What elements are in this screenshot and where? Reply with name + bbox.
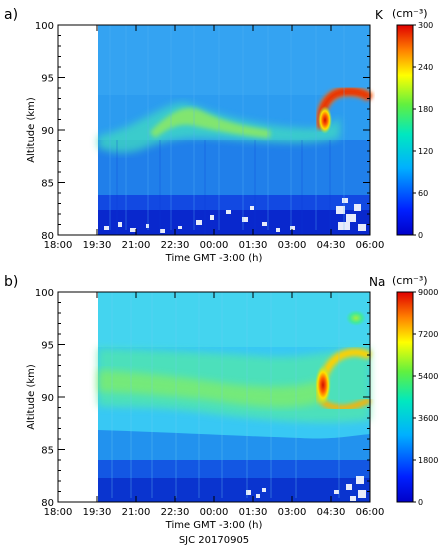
x-tick-label: 22:30 xyxy=(161,240,190,251)
colorbar-tick-label: 3600 xyxy=(418,414,438,423)
x-tick-label: 04:30 xyxy=(317,240,346,251)
colorbar-species: K xyxy=(375,8,384,22)
y-tick-label: 90 xyxy=(41,393,54,404)
y-tick-label: 100 xyxy=(35,21,54,32)
colorbar-tick-label: 240 xyxy=(418,63,433,72)
colorbar-ticks: 0 1800 3600 5400 7200 9000 xyxy=(413,288,438,507)
colorbar-tick-label: 7200 xyxy=(418,330,438,339)
y-tick-label: 80 xyxy=(41,498,54,509)
y-tick-label: 95 xyxy=(41,341,54,352)
x-tick-label: 21:00 xyxy=(122,507,151,518)
heatmap-image xyxy=(98,25,374,235)
colorbar-unit: (cm⁻³) xyxy=(392,7,428,20)
x-axis-label: Time GMT -3:00 (h) xyxy=(165,253,263,264)
y-tick-label: 95 xyxy=(41,74,54,85)
x-tick-label: 01:30 xyxy=(239,240,268,251)
colorbar-tick-label: 1800 xyxy=(418,456,438,465)
x-axis-label: Time GMT -3:00 (h) xyxy=(165,520,263,531)
y-tick-label: 100 xyxy=(35,288,54,299)
y-axis: 80 85 90 95 100 xyxy=(35,288,370,509)
x-tick-label: 01:30 xyxy=(239,507,268,518)
colorbar-species: Na xyxy=(369,275,385,289)
figure-caption: SJC 20170905 xyxy=(179,535,249,546)
x-tick-label: 00:00 xyxy=(200,507,229,518)
colorbar-tick-label: 0 xyxy=(418,231,423,240)
colorbar-tick-label: 0 xyxy=(418,498,423,507)
y-axis-label: Altitude (km) xyxy=(26,97,37,163)
x-axis: 18:00 19:30 21:00 22:30 00:00 01:30 03:00 04:30… xyxy=(44,25,385,251)
x-tick-label: 18:00 xyxy=(44,240,73,251)
y-tick-label: 80 xyxy=(41,231,54,242)
x-tick-label: 18:00 xyxy=(44,507,73,518)
x-tick-label: 06:00 xyxy=(356,507,385,518)
x-tick-label: 22:30 xyxy=(161,507,190,518)
panel-label: a) xyxy=(4,7,18,23)
colorbar xyxy=(396,291,414,503)
colorbar-unit: (cm⁻³) xyxy=(392,274,428,287)
colorbar-ticks: 0 60 120 180 240 300 xyxy=(413,21,433,240)
y-tick-label: 85 xyxy=(41,179,54,190)
x-tick-label: 04:30 xyxy=(317,507,346,518)
colorbar-tick-label: 9000 xyxy=(418,288,438,297)
panel-k-density: a) xyxy=(4,7,433,264)
x-axis: 18:00 19:30 21:00 22:30 00:00 01:30 03:00 04:30… xyxy=(44,292,385,518)
x-tick-label: 06:00 xyxy=(356,240,385,251)
y-axis: 80 85 90 95 100 xyxy=(35,21,370,242)
panel-label: b) xyxy=(4,274,18,290)
x-tick-label: 19:30 xyxy=(83,240,112,251)
colorbar-tick-label: 5400 xyxy=(418,372,438,381)
heatmap-image xyxy=(98,292,372,502)
y-tick-label: 90 xyxy=(41,126,54,137)
panel-na-density: b) xyxy=(4,274,438,531)
y-tick-label: 85 xyxy=(41,446,54,457)
colorbar xyxy=(396,24,414,236)
colorbar-tick-label: 300 xyxy=(418,21,433,30)
x-tick-label: 19:30 xyxy=(83,507,112,518)
x-tick-label: 00:00 xyxy=(200,240,229,251)
colorbar-tick-label: 180 xyxy=(418,105,433,114)
y-axis-label: Altitude (km) xyxy=(26,364,37,430)
x-tick-label: 03:00 xyxy=(278,507,307,518)
x-tick-label: 21:00 xyxy=(122,240,151,251)
colorbar-tick-label: 120 xyxy=(418,147,433,156)
colorbar-tick-label: 60 xyxy=(418,189,428,198)
x-tick-label: 03:00 xyxy=(278,240,307,251)
